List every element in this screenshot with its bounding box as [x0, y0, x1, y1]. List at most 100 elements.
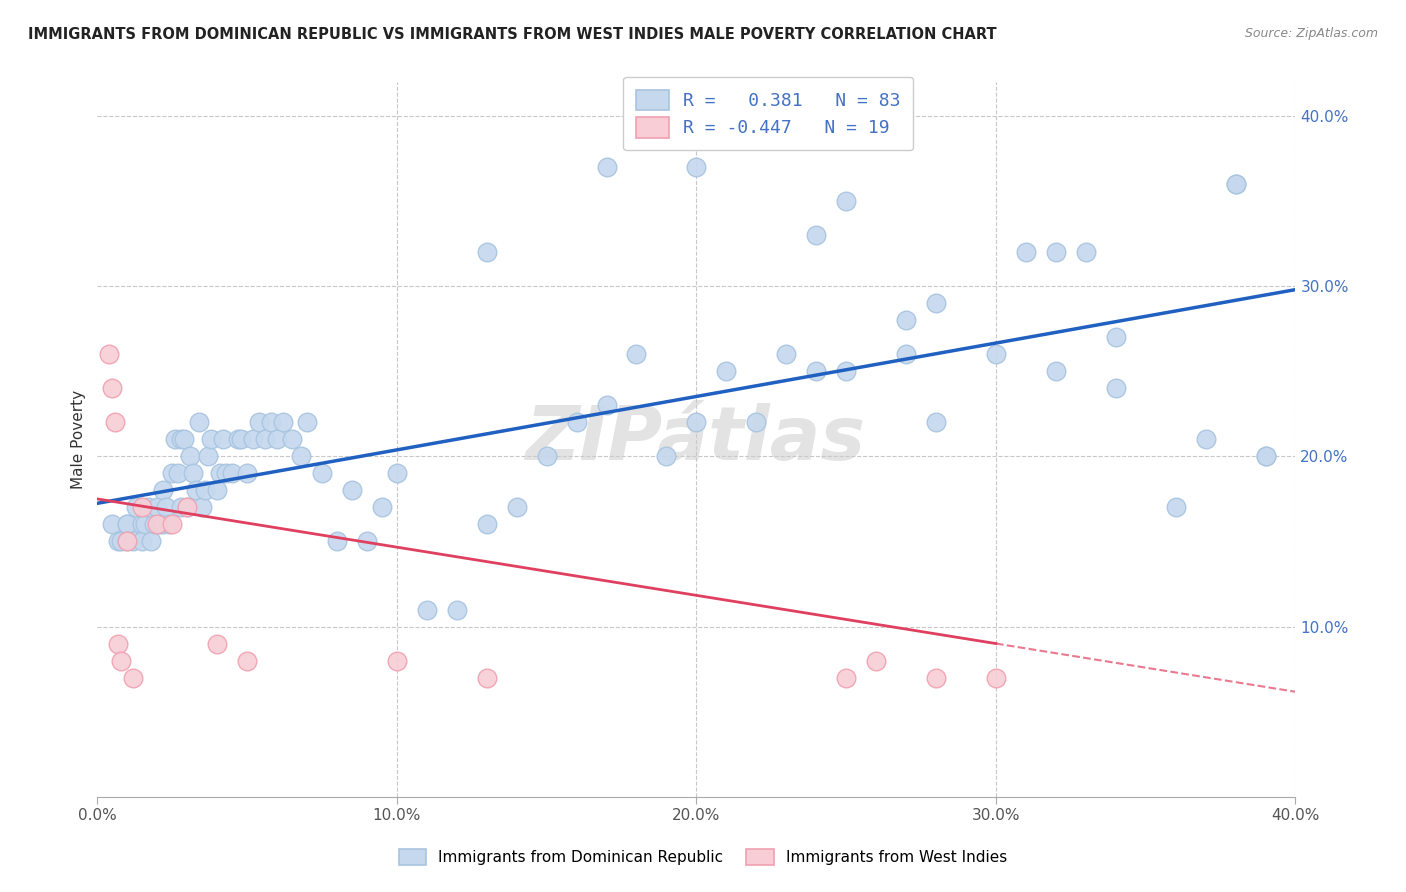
Point	[775, 347, 797, 361]
Point	[281, 433, 304, 447]
Point	[371, 500, 394, 515]
Point	[176, 500, 198, 515]
Point	[173, 433, 195, 447]
Point	[806, 228, 828, 243]
Point	[236, 467, 259, 481]
Y-axis label: Male Poverty: Male Poverty	[72, 390, 86, 489]
Point	[326, 534, 349, 549]
Point	[110, 654, 132, 668]
Point	[1254, 450, 1277, 464]
Point	[188, 416, 211, 430]
Point	[157, 517, 180, 532]
Text: ZIPátlas: ZIPátlas	[526, 403, 866, 476]
Point	[110, 534, 132, 549]
Point	[835, 194, 858, 209]
Point	[104, 416, 127, 430]
Point	[865, 654, 887, 668]
Point	[146, 517, 169, 532]
Point	[131, 517, 153, 532]
Point	[1105, 381, 1128, 395]
Point	[685, 160, 707, 174]
Point	[1164, 500, 1187, 515]
Point	[984, 347, 1007, 361]
Point	[835, 671, 858, 685]
Point	[655, 450, 678, 464]
Point	[101, 517, 124, 532]
Point	[925, 671, 948, 685]
Point	[170, 433, 193, 447]
Point	[229, 433, 252, 447]
Point	[1074, 245, 1097, 260]
Point	[194, 483, 217, 498]
Point	[226, 433, 249, 447]
Point	[131, 500, 153, 515]
Point	[984, 671, 1007, 685]
Point	[254, 433, 277, 447]
Point	[295, 416, 318, 430]
Point	[149, 517, 172, 532]
Point	[745, 416, 768, 430]
Point	[1045, 364, 1067, 378]
Text: Source: ZipAtlas.com: Source: ZipAtlas.com	[1244, 27, 1378, 40]
Point	[806, 364, 828, 378]
Point	[176, 500, 198, 515]
Point	[271, 416, 294, 430]
Point	[141, 534, 163, 549]
Point	[925, 416, 948, 430]
Point	[212, 433, 235, 447]
Point	[179, 450, 201, 464]
Point	[1194, 433, 1216, 447]
Point	[152, 483, 174, 498]
Point	[595, 398, 617, 412]
Point	[146, 500, 169, 515]
Point	[894, 347, 917, 361]
Point	[160, 517, 183, 532]
Point	[117, 517, 139, 532]
Point	[107, 636, 129, 650]
Point	[716, 364, 738, 378]
Point	[122, 534, 145, 549]
Legend: R =   0.381   N = 83, R = -0.447   N = 19: R = 0.381 N = 83, R = -0.447 N = 19	[623, 77, 912, 150]
Point	[475, 517, 498, 532]
Point	[1225, 178, 1247, 192]
Point	[1105, 330, 1128, 344]
Point	[311, 467, 333, 481]
Point	[131, 534, 153, 549]
Point	[835, 364, 858, 378]
Point	[236, 654, 259, 668]
Point	[1254, 450, 1277, 464]
Point	[117, 534, 139, 549]
Point	[155, 500, 177, 515]
Point	[1225, 178, 1247, 192]
Point	[475, 245, 498, 260]
Point	[117, 534, 139, 549]
Point	[242, 433, 264, 447]
Point	[215, 467, 238, 481]
Text: IMMIGRANTS FROM DOMINICAN REPUBLIC VS IMMIGRANTS FROM WEST INDIES MALE POVERTY C: IMMIGRANTS FROM DOMINICAN REPUBLIC VS IM…	[28, 27, 997, 42]
Point	[200, 433, 222, 447]
Point	[247, 416, 270, 430]
Point	[134, 517, 156, 532]
Point	[143, 517, 166, 532]
Point	[191, 500, 214, 515]
Point	[385, 654, 408, 668]
Point	[385, 467, 408, 481]
Point	[290, 450, 312, 464]
Point	[356, 534, 378, 549]
Point	[197, 450, 219, 464]
Point	[925, 296, 948, 310]
Point	[122, 671, 145, 685]
Point	[170, 500, 193, 515]
Point	[181, 467, 204, 481]
Point	[165, 433, 187, 447]
Point	[626, 347, 648, 361]
Point	[595, 160, 617, 174]
Point	[260, 416, 283, 430]
Point	[475, 671, 498, 685]
Point	[565, 416, 588, 430]
Point	[685, 416, 707, 430]
Point	[446, 602, 468, 616]
Point	[340, 483, 363, 498]
Point	[98, 347, 121, 361]
Point	[152, 517, 174, 532]
